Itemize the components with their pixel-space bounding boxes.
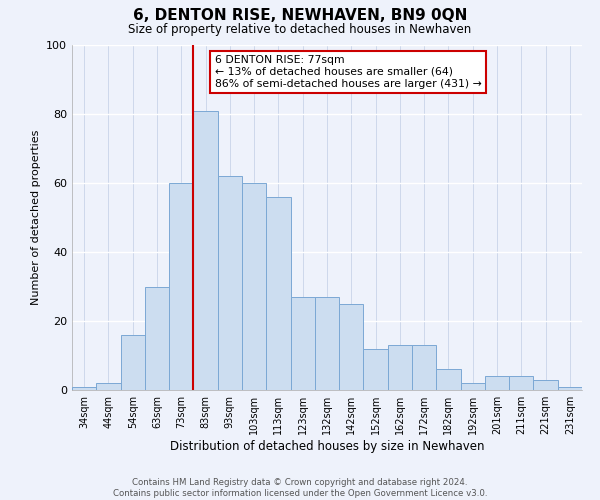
Bar — [412, 345, 436, 390]
Bar — [121, 335, 145, 390]
Bar — [558, 386, 582, 390]
Y-axis label: Number of detached properties: Number of detached properties — [31, 130, 41, 305]
Bar — [290, 297, 315, 390]
Bar — [388, 345, 412, 390]
Text: 6 DENTON RISE: 77sqm
← 13% of detached houses are smaller (64)
86% of semi-detac: 6 DENTON RISE: 77sqm ← 13% of detached h… — [215, 56, 482, 88]
Bar — [169, 183, 193, 390]
Bar — [461, 383, 485, 390]
Bar — [266, 197, 290, 390]
Bar — [72, 386, 96, 390]
Bar — [193, 110, 218, 390]
X-axis label: Distribution of detached houses by size in Newhaven: Distribution of detached houses by size … — [170, 440, 484, 453]
Bar — [436, 370, 461, 390]
Bar — [364, 348, 388, 390]
Bar — [509, 376, 533, 390]
Bar — [96, 383, 121, 390]
Text: Size of property relative to detached houses in Newhaven: Size of property relative to detached ho… — [128, 22, 472, 36]
Bar — [145, 286, 169, 390]
Text: Contains HM Land Registry data © Crown copyright and database right 2024.
Contai: Contains HM Land Registry data © Crown c… — [113, 478, 487, 498]
Bar — [339, 304, 364, 390]
Text: 6, DENTON RISE, NEWHAVEN, BN9 0QN: 6, DENTON RISE, NEWHAVEN, BN9 0QN — [133, 8, 467, 22]
Bar — [485, 376, 509, 390]
Bar — [242, 183, 266, 390]
Bar — [315, 297, 339, 390]
Bar — [533, 380, 558, 390]
Bar — [218, 176, 242, 390]
